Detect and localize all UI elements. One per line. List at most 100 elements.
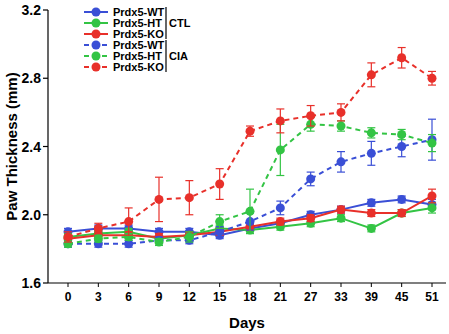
plot-area [64, 48, 437, 249]
chart-svg: 1.62.02.42.83.20369121518212733394551Day… [0, 0, 449, 334]
error-cap [428, 212, 436, 213]
point [337, 205, 346, 214]
error-cap [428, 151, 436, 152]
point [428, 139, 437, 148]
point [428, 74, 437, 83]
error-bar [428, 71, 436, 85]
error-cap [246, 189, 254, 190]
x-tick [98, 283, 99, 287]
point [306, 174, 315, 183]
error-cap [398, 67, 406, 68]
x-tick-label: 21 [274, 290, 288, 304]
point [337, 122, 346, 131]
point [276, 203, 285, 212]
point [367, 70, 376, 79]
error-cap [428, 202, 436, 203]
error-bar [428, 119, 436, 160]
point [306, 214, 315, 223]
point [367, 198, 376, 207]
error-cap [337, 131, 345, 132]
legend-marker [92, 52, 101, 61]
error-bar [428, 189, 436, 203]
x-tick [401, 283, 402, 287]
error-bar [337, 104, 345, 121]
x-tick-label: 18 [243, 290, 257, 304]
point [94, 234, 103, 243]
error-cap [337, 120, 345, 121]
legend: Prdx5-WTPrdx5-HTPrdx5-KOPrdx5-WTPrdx5-HT… [84, 6, 191, 73]
x-tick-label: 9 [156, 290, 163, 304]
error-cap [125, 235, 133, 236]
error-cap [398, 156, 406, 157]
point [397, 209, 406, 218]
x-tick [341, 283, 342, 287]
x-tick-label: 15 [213, 290, 227, 304]
error-cap [398, 47, 406, 48]
point [215, 217, 224, 226]
error-cap [367, 86, 375, 87]
x-tick-label: 6 [125, 290, 132, 304]
error-cap [337, 120, 345, 121]
point [215, 180, 224, 189]
error-cap [276, 108, 284, 109]
x-tick-label: 51 [425, 290, 439, 304]
error-cap [398, 139, 406, 140]
point [246, 207, 255, 216]
error-cap [307, 131, 315, 132]
error-bar [185, 181, 193, 215]
point [124, 217, 133, 226]
point [215, 227, 224, 236]
error-cap [276, 175, 284, 176]
y-tick [43, 146, 48, 147]
error-cap [307, 125, 315, 126]
point [397, 130, 406, 139]
error-bar [216, 169, 224, 200]
y-tick-label: 2.0 [22, 207, 42, 223]
error-cap [185, 231, 193, 232]
x-tick [371, 283, 372, 287]
error-cap [64, 231, 72, 232]
error-bar [216, 215, 224, 229]
error-cap [246, 233, 254, 234]
error-cap [216, 199, 224, 200]
x-axis-title: Days [229, 314, 265, 331]
error-bar [367, 63, 375, 87]
x-tick [159, 283, 160, 287]
point [306, 111, 315, 120]
error-cap [337, 171, 345, 172]
x-tick-label: 45 [395, 290, 409, 304]
error-cap [185, 214, 193, 215]
point [367, 224, 376, 233]
error-bar [428, 135, 436, 152]
error-bar [307, 106, 315, 126]
error-cap [367, 62, 375, 63]
point [276, 116, 285, 125]
error-bar [398, 48, 406, 68]
error-cap [428, 160, 436, 161]
error-cap [276, 132, 284, 133]
point [397, 142, 406, 151]
x-tick [310, 283, 311, 287]
point [94, 224, 103, 233]
legend-marker [92, 8, 101, 17]
error-bar [337, 152, 345, 172]
point [276, 145, 285, 154]
error-cap [94, 233, 102, 234]
error-bar [367, 141, 375, 165]
point [337, 214, 346, 223]
series-line [68, 124, 432, 243]
point [428, 203, 437, 212]
error-cap [428, 84, 436, 85]
x-tick-label: 0 [65, 290, 72, 304]
error-cap [398, 129, 406, 130]
x-tick [432, 283, 433, 287]
error-cap [185, 241, 193, 242]
error-cap [367, 137, 375, 138]
legend-bracket [165, 7, 166, 39]
error-bar [428, 203, 436, 213]
error-cap [367, 141, 375, 142]
error-cap [307, 185, 315, 186]
error-bar [276, 201, 284, 215]
error-cap [185, 231, 193, 232]
legend-marker [92, 63, 101, 72]
